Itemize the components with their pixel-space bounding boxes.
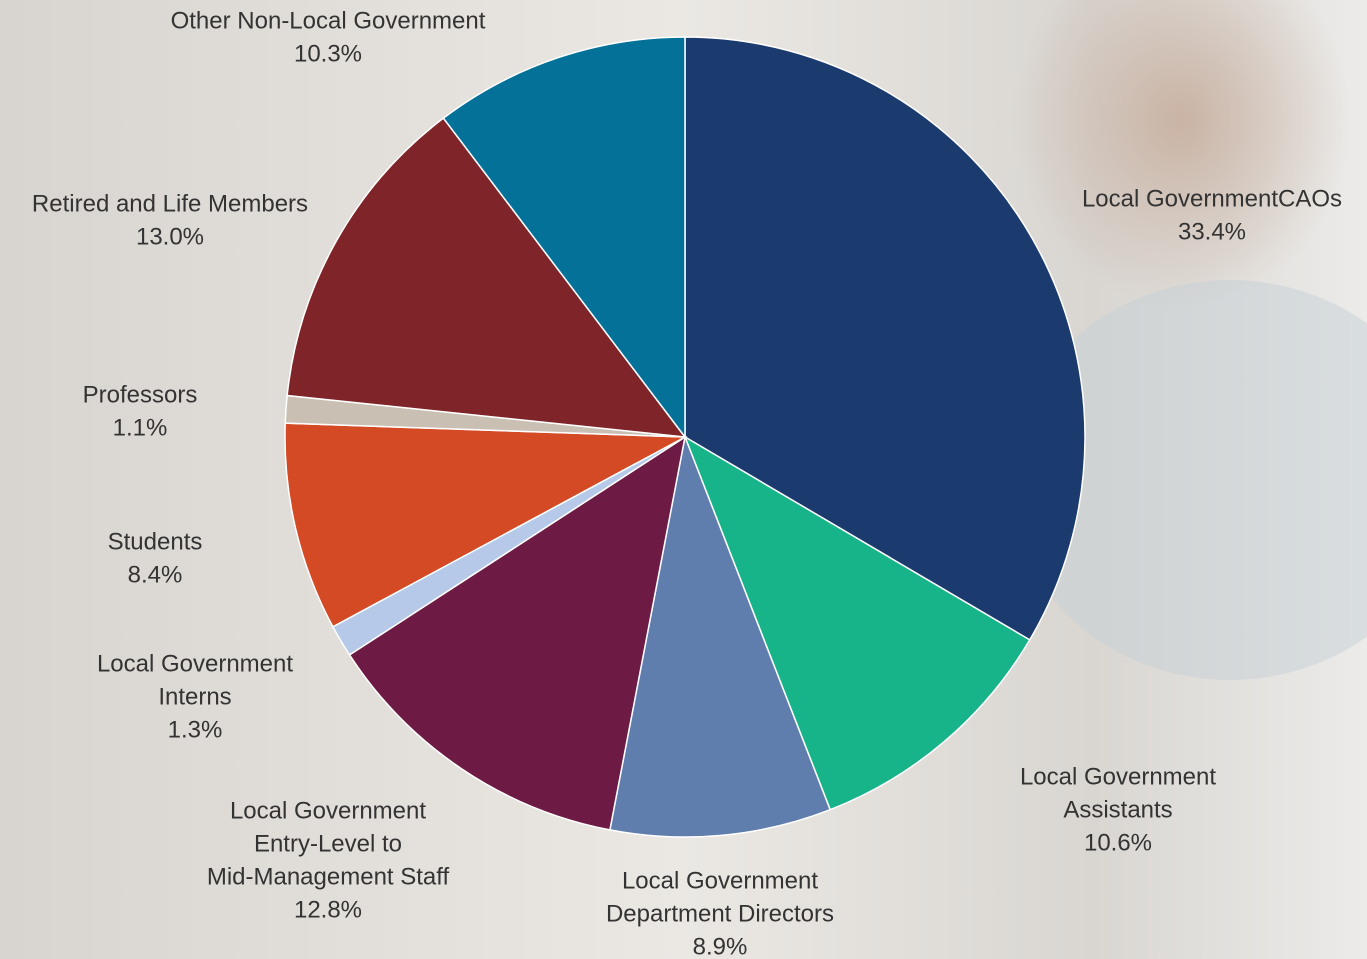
pie-slice (442, 36, 686, 440)
pie-slice (609, 434, 832, 838)
pie-slice (286, 117, 687, 438)
value-label: 8.9% (693, 933, 748, 959)
value-label: 10.6% (1084, 829, 1152, 856)
pie-slice (284, 422, 688, 628)
slice-label: Local Government (1020, 763, 1216, 790)
slice-label: Local Government (622, 867, 818, 894)
pie-slice (683, 435, 1031, 811)
slice-label: Entry-Level to (254, 830, 402, 857)
value-label: 1.1% (113, 414, 168, 441)
value-label: 8.4% (128, 561, 183, 588)
slice-label: Students (108, 528, 203, 555)
background-photo (1010, 0, 1350, 310)
slice-label: Local Government (97, 650, 293, 677)
value-label: 33.4% (1178, 218, 1246, 245)
pie-slice (348, 435, 687, 831)
slice-label: Local GovernmentCAOs (1082, 185, 1342, 212)
slice-label: Retired and Life Members (32, 190, 308, 217)
slice-label: Professors (83, 381, 198, 408)
background-photo (1010, 280, 1367, 680)
value-label: 12.8% (294, 896, 362, 923)
slice-label: Interns (158, 683, 231, 710)
value-label: 1.3% (168, 716, 223, 743)
slice-label: Department Directors (606, 900, 834, 927)
value-label: 13.0% (136, 223, 204, 250)
pie-slice (684, 36, 1086, 641)
slice-label: Other Non-Local Government (171, 7, 486, 34)
value-label: 10.3% (294, 40, 362, 67)
slice-label: Mid-Management Staff (207, 863, 450, 890)
slice-label: Assistants (1063, 796, 1172, 823)
slice-label: Local Government (230, 797, 426, 824)
